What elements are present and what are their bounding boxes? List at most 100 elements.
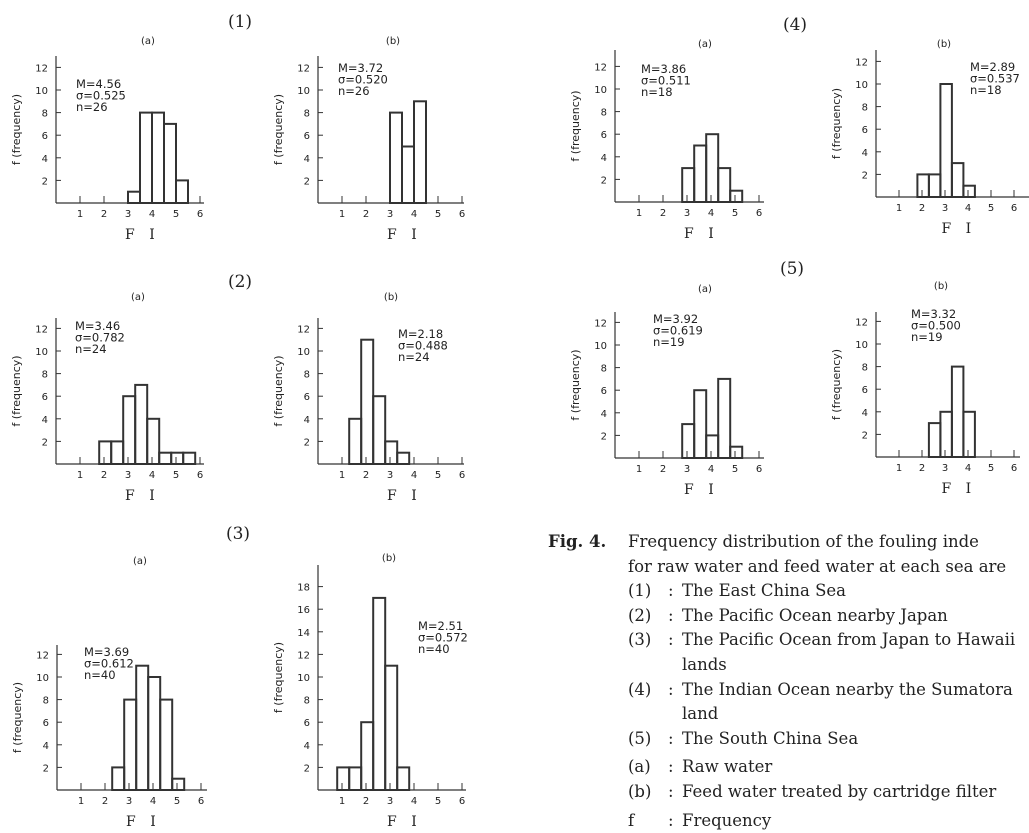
x-tick-label: 5 bbox=[174, 796, 180, 807]
y-tick-label: 4 bbox=[42, 415, 48, 426]
y-tick-label: 12 bbox=[297, 650, 310, 661]
y-tick-label: 4 bbox=[304, 154, 310, 165]
stat-line: σ=0.511 bbox=[641, 74, 691, 88]
stat-line: n=26 bbox=[338, 84, 370, 98]
x-tick-label: 4 bbox=[411, 796, 417, 807]
histogram-bar bbox=[396, 451, 411, 466]
x-tick-label: 6 bbox=[459, 470, 465, 481]
caption-key: (1) bbox=[628, 581, 652, 601]
histogram-bar bbox=[175, 179, 189, 204]
stat-line: M=2.18 bbox=[398, 327, 443, 341]
stat-line: n=18 bbox=[970, 83, 1002, 97]
x-tick-label: 5 bbox=[435, 470, 441, 481]
histogram-bar bbox=[147, 676, 162, 791]
y-axis-label: f (frequency) bbox=[10, 94, 23, 165]
caption-item: (a): Raw water bbox=[628, 755, 1029, 780]
y-tick-label: 6 bbox=[304, 131, 310, 142]
figure-caption: Fig. 4. Frequency distribution of the fo… bbox=[548, 530, 1029, 833]
x-tick-label: 6 bbox=[756, 464, 762, 475]
x-axis-label: F I bbox=[387, 488, 422, 504]
y-tick-label: 8 bbox=[42, 370, 48, 381]
histogram-bar bbox=[705, 434, 720, 459]
histogram-bar bbox=[134, 383, 149, 465]
subplot-label: (a) bbox=[131, 292, 145, 303]
y-axis-label: f (frequency) bbox=[11, 682, 24, 753]
caption-item: (3): The Pacific Ocean from Japan to Hawa… bbox=[628, 628, 1029, 653]
histogram-bar bbox=[360, 338, 375, 466]
y-tick-label: 2 bbox=[43, 763, 49, 774]
x-tick-label: 1 bbox=[896, 203, 902, 214]
stat-line: M=3.46 bbox=[75, 319, 120, 333]
histogram-bar bbox=[170, 451, 185, 466]
stat-line: M=4.56 bbox=[76, 77, 121, 91]
y-tick-label: 12 bbox=[855, 57, 868, 68]
y-tick-label: 8 bbox=[304, 109, 310, 120]
caption-item-text: Feed water treated by cartridge filter bbox=[682, 781, 997, 801]
histogram-bar bbox=[717, 377, 732, 459]
histogram-bar bbox=[927, 173, 942, 198]
x-tick-label: 4 bbox=[150, 796, 156, 807]
y-tick-label: 10 bbox=[594, 85, 607, 96]
x-tick-label: 2 bbox=[363, 470, 369, 481]
x-axis-label: F I bbox=[387, 814, 422, 830]
x-tick-label: 1 bbox=[77, 470, 83, 481]
histogram-bar bbox=[111, 766, 126, 792]
x-tick-label: 6 bbox=[1011, 463, 1017, 474]
y-tick-label: 14 bbox=[297, 628, 310, 639]
x-tick-label: 2 bbox=[363, 209, 369, 220]
stat-line: σ=0.612 bbox=[84, 657, 134, 671]
histogram-bar bbox=[693, 389, 708, 460]
x-tick-label: 4 bbox=[149, 470, 155, 481]
x-tick-label: 4 bbox=[708, 464, 714, 475]
caption-item-text: lands bbox=[682, 654, 727, 674]
subplot-label: (b) bbox=[937, 39, 951, 50]
x-tick-label: 5 bbox=[435, 796, 441, 807]
caption-key: (2) bbox=[628, 605, 652, 625]
stat-line: n=18 bbox=[641, 85, 673, 99]
y-tick-label: 6 bbox=[862, 385, 868, 396]
stat-line: n=24 bbox=[75, 342, 107, 356]
x-axis-label: F I bbox=[684, 482, 719, 498]
caption-key: (4) bbox=[628, 679, 652, 699]
caption-text: Frequency distribution of the fouling in… bbox=[628, 532, 979, 551]
caption-figure-number: Fig. 4. bbox=[548, 532, 607, 551]
histogram-bar bbox=[950, 365, 965, 459]
x-tick-label: 3 bbox=[387, 796, 393, 807]
x-tick-label: 4 bbox=[965, 463, 971, 474]
x-tick-label: 2 bbox=[660, 464, 666, 475]
histogram-bar bbox=[962, 184, 976, 198]
caption-sep: : bbox=[668, 630, 674, 650]
x-tick-label: 3 bbox=[684, 208, 690, 219]
group-label-g5: (5) bbox=[780, 259, 804, 279]
histogram-bar bbox=[360, 721, 375, 792]
histogram-bar bbox=[729, 445, 744, 460]
y-axis-label: f (frequency) bbox=[272, 355, 285, 426]
histogram-bar bbox=[127, 190, 141, 204]
y-tick-label: 4 bbox=[862, 408, 868, 419]
histogram-bar bbox=[681, 167, 696, 204]
y-tick-label: 10 bbox=[297, 673, 310, 684]
x-tick-label: 3 bbox=[942, 463, 948, 474]
group-label-g3: (3) bbox=[226, 524, 250, 544]
histogram-bar bbox=[98, 440, 113, 465]
y-tick-label: 8 bbox=[862, 363, 868, 374]
x-tick-label: 2 bbox=[919, 463, 925, 474]
x-tick-label: 1 bbox=[339, 796, 345, 807]
y-tick-label: 8 bbox=[304, 696, 310, 707]
stat-line: M=3.32 bbox=[911, 307, 956, 321]
histogram-bar bbox=[122, 395, 137, 466]
y-tick-label: 8 bbox=[862, 103, 868, 114]
y-tick-label: 12 bbox=[36, 650, 49, 661]
x-tick-label: 1 bbox=[636, 464, 642, 475]
x-tick-label: 6 bbox=[459, 209, 465, 220]
y-axis-label: f (frequency) bbox=[830, 349, 843, 420]
histogram-bar bbox=[182, 451, 197, 466]
x-tick-label: 1 bbox=[339, 209, 345, 220]
caption-sep: : bbox=[668, 781, 674, 801]
caption-key: f bbox=[628, 810, 635, 830]
x-tick-label: 3 bbox=[387, 209, 393, 220]
